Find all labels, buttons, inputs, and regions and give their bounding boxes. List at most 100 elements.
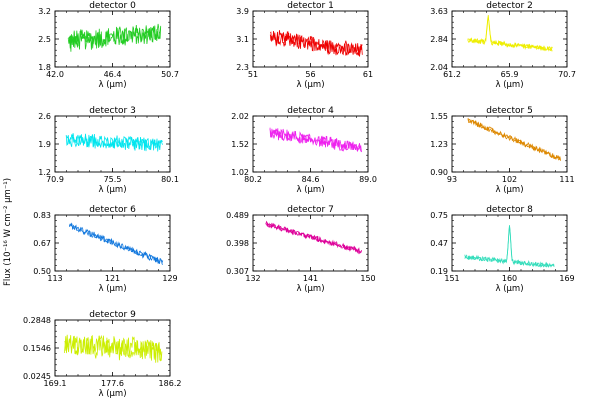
- spectrum-line: [269, 128, 362, 153]
- panel-title: detector 6: [89, 205, 136, 215]
- x-tick-label: 129: [162, 274, 177, 283]
- y-tick-label: 0.67: [33, 239, 51, 248]
- x-axis-label: λ (μm): [98, 389, 126, 399]
- x-tick-label: 151: [444, 274, 459, 283]
- x-tick-label: 169: [559, 274, 574, 283]
- y-tick-label: 1.9: [38, 140, 51, 149]
- x-axis-label: λ (μm): [98, 80, 126, 90]
- y-tick-label: 3.2: [38, 7, 51, 16]
- panel-title: detector 0: [89, 1, 136, 11]
- x-tick-label: 111: [559, 175, 574, 184]
- detector-panel: detector 8 151 160 169 0.19 0.47 0.75 λ (μm): [430, 205, 574, 294]
- panel-title: detector 5: [486, 106, 533, 116]
- y-tick-label: 0.83: [33, 211, 51, 220]
- y-tick-label: 1.2: [38, 168, 51, 177]
- spectrum-line: [69, 222, 164, 264]
- x-tick-label: 46.4: [104, 70, 122, 79]
- x-tick-label: 75.5: [104, 175, 122, 184]
- x-tick-label: 169.1: [44, 379, 67, 388]
- y-tick-label: 1.8: [38, 63, 51, 72]
- x-axis-label: λ (μm): [495, 80, 523, 90]
- y-tick-label: 0.0245: [23, 372, 51, 381]
- y-tick-label: 0.90: [430, 168, 448, 177]
- y-tick-label: 2.5: [38, 35, 51, 44]
- detector-panel: detector 6 113 121 129 0.50 0.67 0.83 λ (μm): [33, 205, 177, 294]
- x-tick-label: 93: [447, 175, 457, 184]
- panels-grid: detector 042.0 46.4 50.71.82.53.2λ (μm)det…: [23, 1, 576, 399]
- y-tick-label: 1.52: [231, 140, 249, 149]
- x-tick-label: 80.2: [244, 175, 262, 184]
- spectrum-line: [69, 223, 164, 265]
- y-tick-label: 3.63: [430, 7, 448, 16]
- x-tick-label: 61: [363, 70, 373, 79]
- y-tick-label: 2.84: [430, 35, 448, 44]
- y-tick-label: 2.6: [38, 112, 51, 121]
- panel-title: detector 4: [287, 106, 334, 116]
- x-axis-label: λ (μm): [296, 284, 324, 294]
- y-tick-label: 1.23: [430, 140, 448, 149]
- spectrum-line: [64, 334, 163, 363]
- spectrum-line: [467, 117, 561, 161]
- x-tick-label: 132: [245, 274, 260, 283]
- x-axis-label: λ (μm): [296, 80, 324, 90]
- x-axis-label: λ (μm): [495, 284, 523, 294]
- x-tick-label: 160: [502, 274, 517, 283]
- spectrum-line: [270, 31, 363, 57]
- detector-panel: detector 3 70.9 75.5 80.1 1.2 1.9 2.6 λ (μm): [38, 106, 179, 195]
- y-tick-label: 3.9: [236, 7, 249, 16]
- panel-title: detector 9: [89, 310, 136, 320]
- y-tick-label: 0.1546: [23, 344, 51, 353]
- y-tick-label: 0.50: [33, 267, 51, 276]
- y-tick-label: 3.1: [236, 35, 249, 44]
- y-tick-label: 2.02: [231, 112, 249, 121]
- y-tick-label: 0.489: [226, 211, 249, 220]
- x-axis-label: λ (μm): [296, 185, 324, 195]
- detector-panel: detector 7 132 141 150 0.307 0.398 0.489 λ (μm): [226, 205, 376, 294]
- x-tick-label: 42.0: [46, 70, 64, 79]
- detector-panel: detector 1 51 56 61 2.3 3.1 3.9 λ (μm): [236, 1, 373, 90]
- y-tick-label: 2.04: [430, 63, 448, 72]
- plot-frame: [252, 214, 369, 272]
- x-tick-label: 150: [360, 274, 375, 283]
- x-axis-label: λ (μm): [98, 284, 126, 294]
- panel-title: detector 1: [287, 1, 334, 11]
- x-tick-label: 50.7: [161, 70, 179, 79]
- detector-panel: detector 2 61.2 65.9 70.7 2.04 2.84 3.63 λ (μm): [430, 1, 576, 90]
- y-tick-label: 0.398: [226, 239, 249, 248]
- spectrum-line: [464, 225, 555, 268]
- detector-panel: detector 5 93 102 111 0.90 1.23 1.55 λ (μm): [430, 106, 574, 195]
- figure-y-axis-label: Flux (10⁻¹⁶ W cm⁻² μm⁻¹): [3, 178, 13, 286]
- x-tick-label: 65.9: [501, 70, 519, 79]
- spectrum-line: [265, 220, 362, 255]
- x-tick-label: 84.6: [302, 175, 320, 184]
- detector-panel: detector 4 80.2 84.6 89.0 1.02 1.52 2.02 λ (μm): [231, 106, 377, 195]
- x-tick-label: 121: [105, 274, 120, 283]
- y-tick-label: 0.75: [430, 211, 448, 220]
- y-tick-label: 1.55: [430, 112, 448, 121]
- spectrum-line: [464, 225, 555, 268]
- x-tick-label: 80.1: [161, 175, 179, 184]
- panel-title: detector 2: [486, 1, 533, 11]
- x-tick-label: 141: [303, 274, 318, 283]
- x-tick-label: 186.2: [159, 379, 182, 388]
- detector-panel: detector 0 42.0 46.4 50.7 1.8 2.5 3.2 λ (μm): [38, 1, 179, 90]
- detector-panel: detector 9 169.1 177.6 186.2 0.0245 0.1546 0.2…: [23, 310, 181, 399]
- plot-frame: [451, 214, 568, 272]
- panel-title: detector 7: [287, 205, 334, 215]
- y-tick-label: 1.02: [231, 168, 249, 177]
- x-tick-label: 70.7: [558, 70, 576, 79]
- plot-frame: [451, 115, 568, 173]
- x-tick-label: 61.2: [443, 70, 461, 79]
- y-tick-label: 2.3: [236, 63, 249, 72]
- x-axis-label: λ (μm): [495, 185, 523, 195]
- y-tick-label: 0.19: [430, 267, 448, 276]
- x-tick-label: 113: [47, 274, 62, 283]
- panel-title: detector 3: [89, 106, 136, 116]
- x-tick-label: 89.0: [359, 175, 377, 184]
- x-tick-label: 51: [248, 70, 258, 79]
- y-tick-label: 0.47: [430, 239, 448, 248]
- spectrum-line: [467, 17, 553, 52]
- panel-title: detector 8: [486, 205, 533, 215]
- spectrum-line: [67, 23, 162, 52]
